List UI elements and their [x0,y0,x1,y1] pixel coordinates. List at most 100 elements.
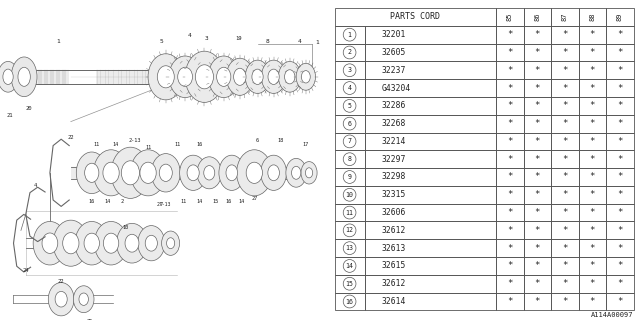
Bar [365,115,496,132]
Text: *: * [534,297,540,306]
Text: *: * [589,155,595,164]
Text: 32315: 32315 [381,190,406,199]
Ellipse shape [94,221,128,265]
Bar [606,275,634,292]
Text: *: * [589,279,595,288]
Bar [335,168,365,186]
Ellipse shape [292,166,301,179]
Text: *: * [589,297,595,306]
Bar [606,97,634,115]
Bar [335,257,365,275]
Bar [365,221,496,239]
Text: *: * [534,30,540,39]
Text: *: * [562,297,568,306]
Bar [335,79,365,97]
Text: 16: 16 [225,199,232,204]
Ellipse shape [53,220,88,266]
Text: *: * [589,226,595,235]
Text: *: * [617,297,623,306]
Text: *: * [617,48,623,57]
Text: 27-13: 27-13 [157,202,172,207]
Text: *: * [617,279,623,288]
Text: *: * [562,208,568,217]
Bar [551,204,579,221]
Ellipse shape [76,152,107,194]
Bar [606,115,634,132]
Text: *: * [589,208,595,217]
Ellipse shape [268,165,280,181]
Text: 14: 14 [196,199,203,204]
Bar [606,26,634,44]
Text: *: * [507,48,513,57]
Bar [365,26,496,44]
Text: 3: 3 [348,67,351,73]
Text: *: * [562,101,568,110]
Bar [496,186,524,204]
Text: *: * [507,66,513,75]
Bar [551,132,579,150]
Ellipse shape [104,233,119,253]
Text: *: * [534,226,540,235]
Ellipse shape [278,61,301,92]
Ellipse shape [140,162,156,183]
Bar [496,150,524,168]
Bar [496,275,524,292]
Ellipse shape [246,162,262,183]
Bar [524,115,551,132]
Bar [579,26,606,44]
Bar [524,61,551,79]
Bar [606,221,634,239]
Text: 32612: 32612 [381,226,406,235]
Ellipse shape [0,61,19,92]
Ellipse shape [301,71,310,83]
Text: 16: 16 [346,299,353,305]
Ellipse shape [116,223,147,263]
Ellipse shape [63,233,79,254]
Bar [496,97,524,115]
Text: 1: 1 [56,39,60,44]
Text: 8: 8 [266,39,269,44]
Ellipse shape [111,147,150,198]
Bar [551,257,579,275]
Text: *: * [589,66,595,75]
Text: 11: 11 [145,145,151,150]
Text: *: * [589,137,595,146]
Text: 14: 14 [105,199,111,204]
Text: *: * [507,226,513,235]
Text: 32614: 32614 [381,297,406,306]
Text: *: * [589,101,595,110]
Text: *: * [507,137,513,146]
Ellipse shape [42,233,58,253]
Text: *: * [617,84,623,92]
Text: 85: 85 [507,13,513,21]
Bar [551,115,579,132]
Bar [524,132,551,150]
Bar [551,168,579,186]
Text: *: * [507,155,513,164]
Text: *: * [617,155,623,164]
Bar [496,61,524,79]
Bar [335,8,496,26]
Ellipse shape [305,168,313,178]
Text: 15: 15 [212,199,219,204]
Text: *: * [617,101,623,110]
Bar [579,275,606,292]
Text: 18: 18 [277,138,283,143]
Ellipse shape [75,221,109,265]
Bar [496,257,524,275]
Ellipse shape [261,60,286,93]
Bar [335,204,365,221]
Text: *: * [562,279,568,288]
Bar [551,61,579,79]
Bar [365,61,496,79]
Text: 4: 4 [348,85,351,91]
Bar [365,239,496,257]
Bar [606,61,634,79]
Text: 32297: 32297 [381,155,406,164]
Bar [335,292,365,310]
Bar [524,275,551,292]
Ellipse shape [204,166,215,180]
Bar [335,275,365,292]
Text: 32298: 32298 [381,172,406,181]
Bar [496,239,524,257]
